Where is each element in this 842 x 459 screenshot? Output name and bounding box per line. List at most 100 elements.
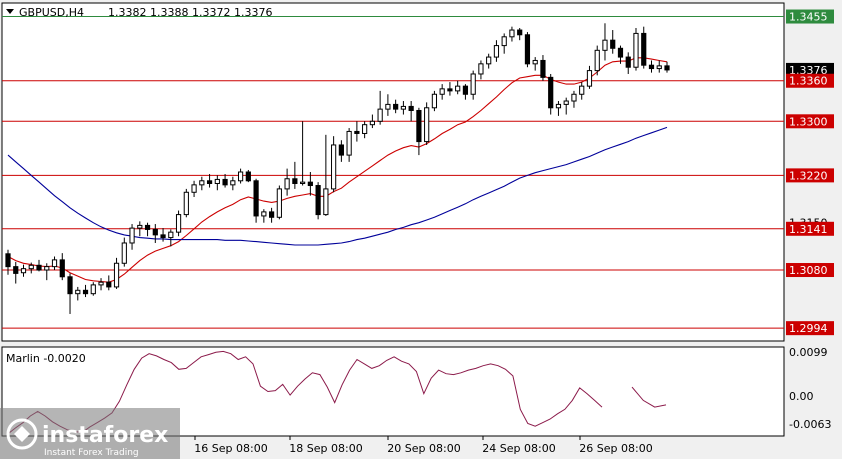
candle-body-bear xyxy=(354,130,360,134)
candle-body-bear xyxy=(106,281,112,288)
time-axis-label: 26 Sep 08:00 xyxy=(579,442,652,455)
price-axis-label: 1.3455 xyxy=(789,11,828,24)
candle-body-bear xyxy=(206,180,213,184)
candle-body-bull xyxy=(300,181,306,184)
price-axis-label: 1.3360 xyxy=(789,75,828,88)
candle-body-bear xyxy=(82,289,89,295)
candle-body-bull xyxy=(276,188,282,218)
candle xyxy=(253,178,259,223)
candle xyxy=(82,284,89,298)
candle xyxy=(346,128,352,162)
candle-body-bull xyxy=(555,103,562,109)
candle xyxy=(594,45,600,76)
candle xyxy=(517,28,523,41)
candle xyxy=(540,55,546,81)
candle xyxy=(144,222,151,237)
candle xyxy=(656,60,662,73)
candle-body-bear xyxy=(462,85,469,95)
candle-body-bull xyxy=(478,63,484,75)
candle-body-bear xyxy=(152,228,158,236)
candle xyxy=(400,101,406,115)
candle-body-bull xyxy=(431,93,438,109)
indicator-axis-label: -0.0063 xyxy=(789,418,831,431)
candle xyxy=(269,207,275,223)
candle xyxy=(625,52,631,74)
candle xyxy=(447,82,453,96)
price-label-box xyxy=(786,263,834,278)
price-axis: 1.34551.33761.33601.33001.32201.31501.31… xyxy=(786,9,834,336)
candle xyxy=(455,80,461,95)
candle xyxy=(648,60,655,73)
candle-body-bull xyxy=(75,289,81,295)
candle-body-bear xyxy=(610,39,616,49)
ma-slow-line xyxy=(7,126,668,246)
candle xyxy=(5,249,11,275)
candle-body-bull xyxy=(501,36,507,47)
candle-body-bull xyxy=(331,144,337,190)
candle xyxy=(13,261,19,284)
indicator-line-tail xyxy=(631,386,667,408)
time-axis-label: 24 Sep 08:00 xyxy=(482,442,555,455)
candle xyxy=(602,23,608,61)
candle-body-bear xyxy=(36,264,42,271)
candle-body-bull xyxy=(323,188,329,216)
candle xyxy=(183,188,189,218)
candle-body-bull xyxy=(486,56,492,65)
candle-body-bear xyxy=(416,109,422,143)
candle xyxy=(284,168,290,196)
candle-body-bull xyxy=(586,70,593,87)
candle xyxy=(579,82,585,100)
logo-emblem-inner-icon xyxy=(14,426,30,442)
candle xyxy=(610,30,616,54)
candle xyxy=(160,228,166,242)
candle xyxy=(524,32,531,68)
candle-body-bull xyxy=(20,268,27,274)
candle xyxy=(292,161,298,189)
candle-body-bear xyxy=(292,178,298,184)
candle-body-bull xyxy=(470,73,476,95)
dropdown-triangle-icon[interactable] xyxy=(6,9,14,14)
candle xyxy=(424,102,430,145)
price-label-box xyxy=(786,114,834,129)
ohlc-readout: 1.3382 1.3388 1.3372 1.3376 xyxy=(108,6,272,19)
candle xyxy=(532,57,538,71)
indicator-title: Marlin -0.0020 xyxy=(6,352,86,365)
candle xyxy=(20,264,27,277)
candle-body-bull xyxy=(113,262,120,288)
price-axis-label: 1.3141 xyxy=(789,223,828,236)
candle xyxy=(276,185,282,220)
candle-body-bull xyxy=(44,266,50,271)
candle xyxy=(51,256,58,271)
instaforex-logo: instaforex Instant Forex Trading xyxy=(0,408,180,459)
logo-tagline: Instant Forex Trading xyxy=(44,448,139,458)
candle xyxy=(377,90,383,125)
logo-emblem-icon xyxy=(6,418,38,450)
candle-body-bull xyxy=(175,214,182,233)
candle-body-bull xyxy=(121,242,127,264)
candle-body-bull xyxy=(261,211,267,217)
candle xyxy=(664,61,670,73)
candle xyxy=(206,174,213,188)
candle xyxy=(230,176,236,191)
time-axis-label: 16 Sep 08:00 xyxy=(194,442,267,455)
candle xyxy=(315,182,321,220)
candle-body-bull xyxy=(199,180,205,186)
candle xyxy=(191,180,197,198)
candle xyxy=(555,101,562,116)
candle-body-bull xyxy=(385,103,391,110)
price-axis-label: 1.3300 xyxy=(789,115,828,128)
candle-body-bear xyxy=(548,76,554,109)
candle xyxy=(90,282,96,296)
candle-body-bear xyxy=(307,181,313,187)
candle-body-bear xyxy=(144,224,151,230)
candle xyxy=(617,45,624,64)
candle xyxy=(300,121,306,186)
candle xyxy=(44,263,50,281)
candle-body-bear xyxy=(617,47,624,58)
candle-body-bear xyxy=(245,171,251,182)
candle-body-bear xyxy=(315,185,321,216)
candle-body-bull xyxy=(509,29,515,38)
candle xyxy=(222,174,228,188)
candle-body-bull xyxy=(237,171,244,182)
price-label-box xyxy=(786,9,834,24)
